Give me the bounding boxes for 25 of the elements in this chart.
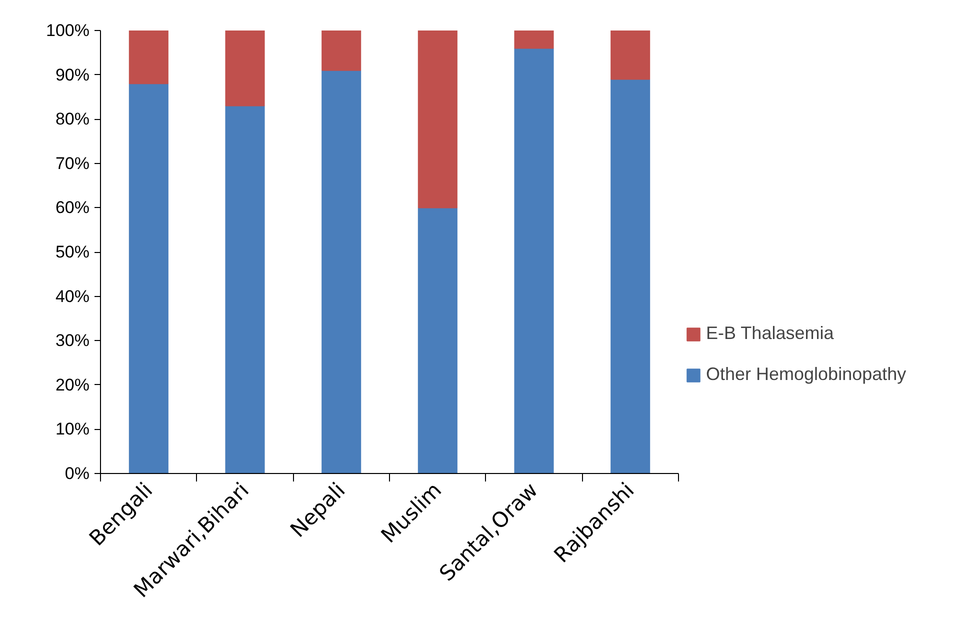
bar xyxy=(128,83,168,474)
y-tick-label: 60% xyxy=(55,198,90,218)
y-tick-label: 100% xyxy=(46,21,90,40)
y-tick-label: 0% xyxy=(64,464,90,483)
y-tick-label: 30% xyxy=(55,331,90,350)
y-tick-label: 90% xyxy=(55,65,90,84)
bar xyxy=(418,207,458,474)
bar xyxy=(418,30,458,208)
legend-label: E-B Thalasemia xyxy=(706,323,834,344)
y-tick-label: 50% xyxy=(55,242,90,262)
bar xyxy=(514,30,554,49)
y-tick-label: 70% xyxy=(55,154,90,173)
bar xyxy=(128,30,168,84)
y-tick-label: 80% xyxy=(55,110,90,129)
bar xyxy=(610,78,650,474)
y-tick-label: 40% xyxy=(55,286,90,306)
bar xyxy=(322,30,362,71)
bar xyxy=(225,105,265,474)
y-tick-label: 10% xyxy=(55,420,90,439)
bar xyxy=(322,70,362,474)
y-tick-label: 20% xyxy=(55,375,90,394)
bar xyxy=(514,48,554,474)
legend-label: Other Hemoglobinopathy xyxy=(706,364,906,385)
bar xyxy=(225,30,265,106)
bar xyxy=(610,30,650,80)
